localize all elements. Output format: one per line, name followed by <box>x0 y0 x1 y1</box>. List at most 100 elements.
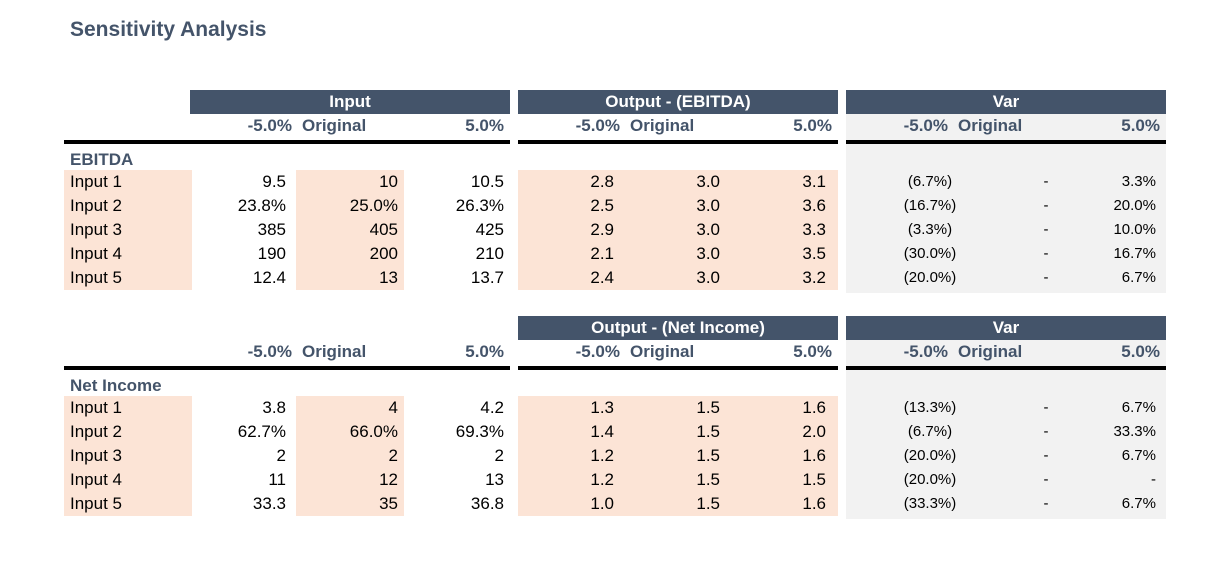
row-label: Input 5 <box>70 494 122 513</box>
var-col-original: Original <box>958 116 1023 135</box>
var-original-value: - <box>1043 471 1049 488</box>
output-plus-value: 1.5 <box>802 470 826 489</box>
var-minus-value: (3.3%) <box>907 221 953 238</box>
output-minus-value: 1.3 <box>590 398 614 417</box>
output-plus-value: 3.3 <box>802 220 826 239</box>
input-minus-value: 62.7% <box>237 422 286 441</box>
var-header: Var <box>846 316 1166 340</box>
input-minus-value: 11 <box>268 470 286 489</box>
output-plus-value: 3.6 <box>802 196 826 215</box>
input-minus-value: 3.8 <box>262 398 286 417</box>
var-original-value: - <box>1043 269 1049 286</box>
var-original-value: - <box>1043 495 1049 512</box>
var-original-value: - <box>1043 197 1049 214</box>
input-col-plus: 5.0% <box>465 342 504 361</box>
input-minus-value: 9.5 <box>262 172 286 191</box>
output-original-value: 1.5 <box>696 398 720 417</box>
input-original-value: 405 <box>369 220 398 239</box>
original-highlight <box>296 396 404 516</box>
input-col-minus: -5.0% <box>247 116 292 135</box>
output-original-value: 3.0 <box>696 220 720 239</box>
input-plus-value: 210 <box>475 244 504 263</box>
row-label: Input 3 <box>70 446 122 465</box>
output-original-value: 1.5 <box>696 422 720 441</box>
output-plus-value: 1.6 <box>802 494 826 513</box>
input-original-value: 35 <box>379 494 398 513</box>
var-minus-value: (6.7%) <box>907 173 953 190</box>
output-minus-value: 2.1 <box>590 244 614 263</box>
var-plus-value: 6.7% <box>1121 447 1156 464</box>
page-title: Sensitivity Analysis <box>70 18 267 41</box>
var-col-plus: 5.0% <box>1121 116 1160 135</box>
var-minus-value: (13.3%) <box>903 399 957 416</box>
input-col-original: Original <box>302 342 367 361</box>
row-label: Input 3 <box>70 220 122 239</box>
section-title: Net Income <box>70 376 162 395</box>
input-minus-value: 33.3 <box>252 494 286 513</box>
input-minus-value: 12.4 <box>252 268 286 287</box>
output-minus-value: 1.4 <box>590 422 614 441</box>
output-plus-value: 1.6 <box>802 446 826 465</box>
input-minus-value: 23.8% <box>237 196 286 215</box>
output-highlight <box>518 170 838 290</box>
var-minus-value: (20.0%) <box>903 447 957 464</box>
input-original-value: 2 <box>388 446 398 465</box>
var-original-value: - <box>1043 399 1049 416</box>
header-rule <box>846 366 1166 370</box>
header-rule <box>64 366 510 370</box>
input-plus-value: 2 <box>494 446 504 465</box>
var-plus-value: - <box>1151 471 1156 488</box>
original-highlight <box>296 170 404 290</box>
input-plus-value: 26.3% <box>455 196 504 215</box>
var-minus-value: (20.0%) <box>903 471 957 488</box>
output-plus-value: 1.6 <box>802 398 826 417</box>
output-header: Output - (Net Income) <box>518 316 838 340</box>
output-col-original: Original <box>630 116 695 135</box>
output-original-value: 3.0 <box>696 172 720 191</box>
var-plus-value: 3.3% <box>1121 173 1156 190</box>
output-header: Output - (EBITDA) <box>518 90 838 114</box>
input-plus-value: 69.3% <box>455 422 504 441</box>
output-col-minus: -5.0% <box>575 116 620 135</box>
var-plus-value: 16.7% <box>1113 245 1156 262</box>
var-col-original: Original <box>958 342 1023 361</box>
input-header: Input <box>190 90 510 114</box>
input-col-original: Original <box>302 116 367 135</box>
input-minus-value: 2 <box>276 446 286 465</box>
var-plus-value: 10.0% <box>1113 221 1156 238</box>
row-label: Input 1 <box>70 172 122 191</box>
var-minus-value: (20.0%) <box>903 269 957 286</box>
var-original-value: - <box>1043 221 1049 238</box>
output-plus-value: 2.0 <box>802 422 826 441</box>
var-minus-value: (33.3%) <box>903 495 957 512</box>
output-original-value: 1.5 <box>696 470 720 489</box>
var-plus-value: 6.7% <box>1121 495 1156 512</box>
var-header: Var <box>846 90 1166 114</box>
input-plus-value: 425 <box>475 220 504 239</box>
section-title: EBITDA <box>70 150 134 169</box>
output-highlight <box>518 396 838 516</box>
var-plus-value: 6.7% <box>1121 399 1156 416</box>
input-plus-value: 13.7 <box>470 268 504 287</box>
input-original-value: 13 <box>379 268 398 287</box>
output-plus-value: 3.5 <box>802 244 826 263</box>
label-highlight <box>64 396 192 516</box>
input-col-plus: 5.0% <box>465 116 504 135</box>
output-original-value: 3.0 <box>696 196 720 215</box>
var-plus-value: 33.3% <box>1113 423 1156 440</box>
label-highlight <box>64 170 192 290</box>
input-original-value: 200 <box>369 244 398 263</box>
input-original-value: 66.0% <box>349 422 398 441</box>
header-rule <box>518 140 838 144</box>
output-minus-value: 1.0 <box>590 494 614 513</box>
input-plus-value: 4.2 <box>480 398 504 417</box>
header-rule <box>846 140 1166 144</box>
output-minus-value: 2.9 <box>590 220 614 239</box>
output-col-plus: 5.0% <box>793 342 832 361</box>
input-plus-value: 13 <box>485 470 504 489</box>
input-plus-value: 36.8 <box>470 494 504 513</box>
output-minus-value: 2.8 <box>590 172 614 191</box>
var-minus-value: (30.0%) <box>903 245 957 262</box>
output-col-original: Original <box>630 342 695 361</box>
